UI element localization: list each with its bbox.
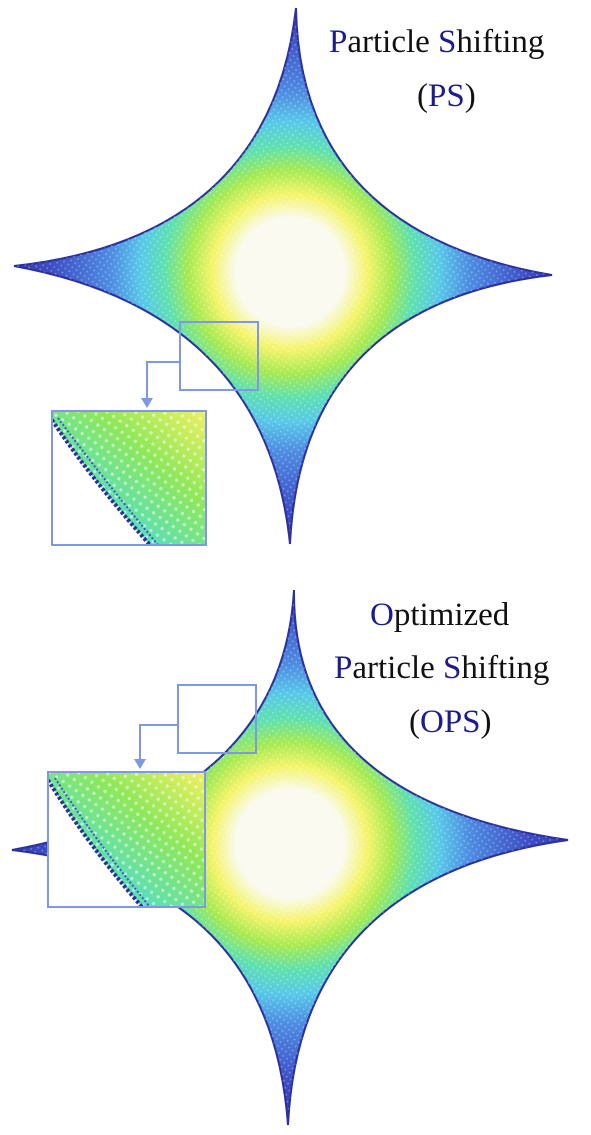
title-text-segment: S (438, 24, 457, 60)
title-text-segment: ) (480, 704, 492, 740)
ops-panel (11, 589, 569, 1126)
title-text-segment: hifting (456, 24, 545, 60)
title-text-segment: article (352, 650, 444, 686)
ps-zoom-inset (51, 410, 207, 546)
ops-callout-arrow (139, 724, 178, 763)
title-text-segment: PS (428, 78, 465, 114)
ops-title-line-3: (OPS) (409, 706, 492, 739)
title-text-segment: ( (409, 704, 420, 740)
title-text-segment: OPS (420, 704, 481, 740)
ops-zoom-inset (47, 771, 206, 908)
title-text-segment: P (329, 24, 348, 60)
title-text-segment: O (370, 597, 394, 633)
title-text-segment: article (347, 24, 439, 60)
title-text-segment: hifting (461, 650, 550, 686)
title-text-segment: ptimized (393, 597, 510, 633)
ps-zoom-region-marker (179, 321, 259, 391)
ps-title-line-2: (PS) (417, 80, 476, 113)
ps-callout-arrow (146, 361, 180, 402)
title-text-segment: ) (464, 78, 476, 114)
title-text-segment: S (443, 650, 462, 686)
ps-title-line-1: Particle Shifting (329, 26, 544, 59)
ops-zoom-region-marker (177, 684, 257, 754)
title-text-segment: P (334, 650, 353, 686)
ops-title-line-2: Particle Shifting (334, 652, 549, 685)
ps-panel (13, 7, 553, 546)
ops-title-line-1: Optimized (370, 599, 509, 632)
title-text-segment: ( (417, 78, 428, 114)
